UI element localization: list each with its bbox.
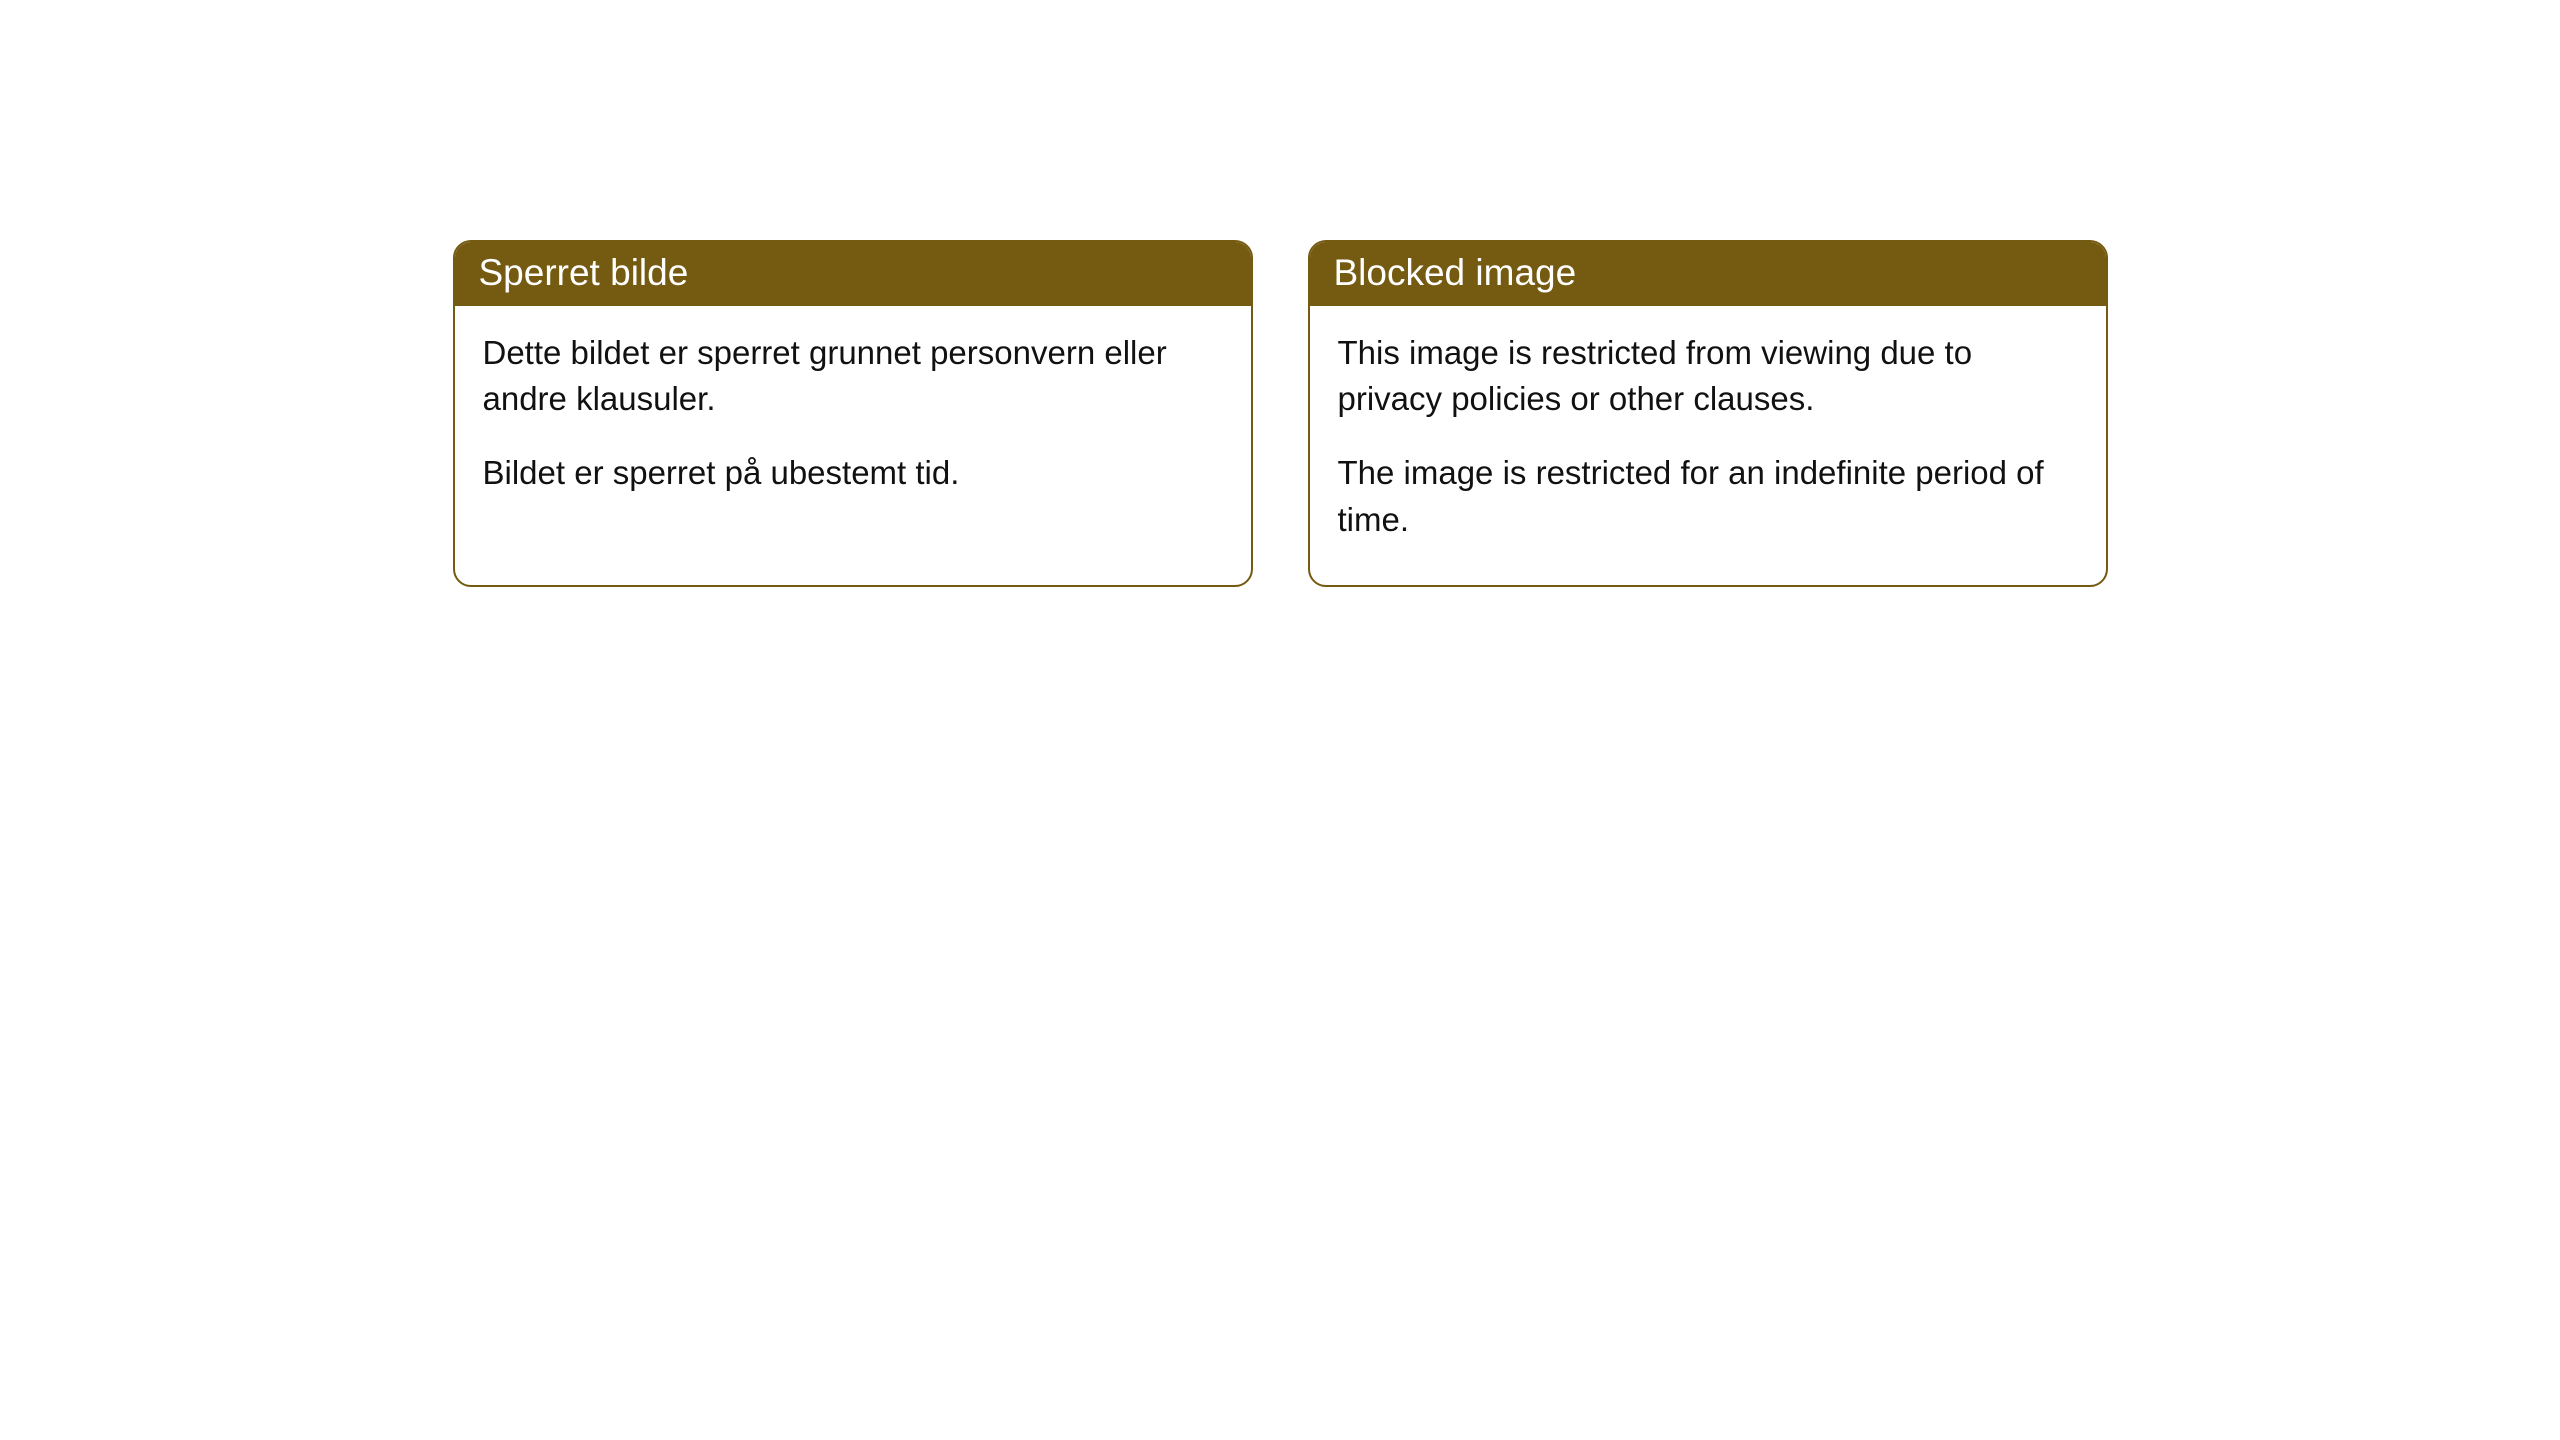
card-title: Blocked image <box>1310 242 2106 306</box>
card-paragraph: Dette bildet er sperret grunnet personve… <box>483 330 1223 422</box>
card-body: This image is restricted from viewing du… <box>1310 306 2106 585</box>
card-body: Dette bildet er sperret grunnet personve… <box>455 306 1251 539</box>
card-title: Sperret bilde <box>455 242 1251 306</box>
cards-container: Sperret bilde Dette bildet er sperret gr… <box>0 240 2560 587</box>
card-paragraph: The image is restricted for an indefinit… <box>1338 450 2078 542</box>
notice-card-english: Blocked image This image is restricted f… <box>1308 240 2108 587</box>
card-paragraph: Bildet er sperret på ubestemt tid. <box>483 450 1223 496</box>
card-paragraph: This image is restricted from viewing du… <box>1338 330 2078 422</box>
notice-card-norwegian: Sperret bilde Dette bildet er sperret gr… <box>453 240 1253 587</box>
